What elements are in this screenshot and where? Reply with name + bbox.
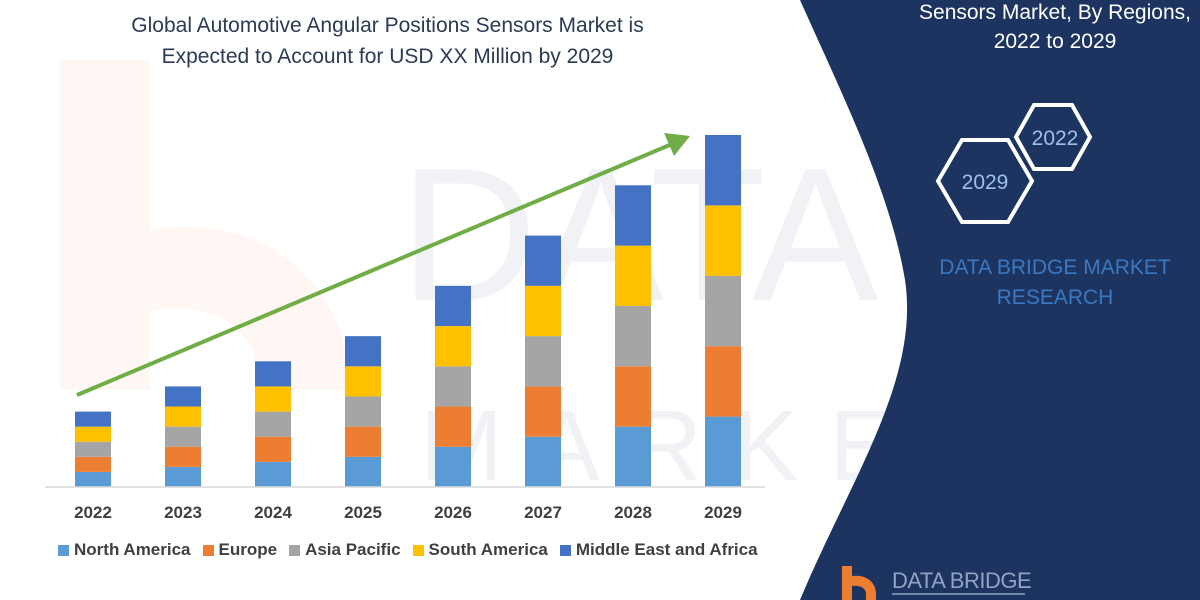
watermark-logo xyxy=(60,60,350,390)
bar-2028-middle-east-and-africa xyxy=(615,185,651,246)
chart-title: Global Automotive Angular Positions Sens… xyxy=(60,10,715,72)
bar-2022-north-america xyxy=(75,471,111,487)
bar-2027-middle-east-and-africa xyxy=(525,235,561,286)
hexagon-2029 xyxy=(935,138,1035,224)
bar-2026-south-america xyxy=(435,326,471,367)
bar-2029-middle-east-and-africa xyxy=(705,135,741,206)
brand-line-2: RESEARCH xyxy=(996,286,1114,309)
chart-title-line-1: Global Automotive Angular Positions Sens… xyxy=(131,14,644,37)
brand-line-1: DATA BRIDGE MARKET xyxy=(939,256,1171,279)
bar-2025-north-america xyxy=(345,456,381,487)
bar-2026-middle-east-and-africa xyxy=(435,285,471,327)
legend-label: Middle East and Africa xyxy=(575,540,758,559)
bar-2027-north-america xyxy=(525,436,561,487)
legend-label: South America xyxy=(428,540,548,559)
bar-2028-europe xyxy=(615,366,651,427)
bar-2024-north-america xyxy=(255,461,291,487)
brand-text: DATA BRIDGE MARKET RESEARCH xyxy=(910,253,1200,313)
bar-2022-asia-pacific xyxy=(75,441,111,457)
legend-item: Asia Pacific xyxy=(289,540,401,560)
bar-2026-north-america xyxy=(435,446,471,487)
legend-item: South America xyxy=(412,540,548,560)
logo-icon xyxy=(842,566,876,600)
side-panel xyxy=(800,0,1200,600)
bar-2029-asia-pacific xyxy=(705,275,741,347)
bar-2029-europe xyxy=(705,346,741,417)
x-tick-label: 2024 xyxy=(254,503,292,522)
logo-text: DATA BRIDGE xyxy=(892,568,1032,593)
side-title-line-1: Sensors Market, By Regions, xyxy=(919,1,1191,24)
bar-2022-middle-east-and-africa xyxy=(75,411,111,427)
legend-swatch xyxy=(58,544,69,556)
bar-2023-europe xyxy=(165,446,201,467)
side-panel-title: Sensors Market, By Regions, 2022 to 2029 xyxy=(900,0,1200,56)
bar-2025-europe xyxy=(345,426,381,457)
bar-2026-asia-pacific xyxy=(435,366,471,407)
side-title-line-2: 2022 to 2029 xyxy=(993,30,1117,53)
bar-2023-asia-pacific xyxy=(165,426,201,447)
bar-2023-north-america xyxy=(165,466,201,487)
x-tick-label: 2023 xyxy=(164,503,202,522)
legend: North America Europe Asia Pacific South Ame… xyxy=(58,540,758,560)
legend-swatch xyxy=(412,544,424,556)
x-tick-label: 2026 xyxy=(434,503,472,522)
trend-arrow-head xyxy=(664,133,690,156)
hexagon-2022 xyxy=(1013,103,1093,171)
legend-item: North America xyxy=(58,540,191,560)
legend-swatch xyxy=(559,544,571,556)
legend-item: Middle East and Africa xyxy=(559,540,758,560)
x-tick-labels: 2022 2023 2024 2025 2026 2027 2028 2029 xyxy=(74,503,742,522)
trend-arrow xyxy=(76,133,690,397)
bar-2022-europe xyxy=(75,456,111,472)
x-tick-label: 2028 xyxy=(614,503,652,522)
legend-swatch xyxy=(289,544,301,556)
bars-group xyxy=(75,135,741,487)
legend-label: Europe xyxy=(218,540,278,559)
hex-label-2022: 2022 xyxy=(1032,127,1079,150)
legend-label: North America xyxy=(74,540,191,559)
bar-2027-asia-pacific xyxy=(525,336,561,387)
bar-2023-middle-east-and-africa xyxy=(165,386,201,407)
bar-2028-south-america xyxy=(615,245,651,306)
bar-2029-north-america xyxy=(705,416,741,487)
x-tick-label: 2025 xyxy=(344,503,382,522)
bar-2026-europe xyxy=(435,406,471,447)
bar-2023-south-america xyxy=(165,406,201,427)
bar-2024-middle-east-and-africa xyxy=(255,361,291,387)
bar-2028-asia-pacific xyxy=(615,305,651,367)
legend-item: Europe xyxy=(202,540,278,560)
legend-label: Asia Pacific xyxy=(305,540,401,559)
bar-2027-europe xyxy=(525,386,561,437)
trend-arrow-line xyxy=(76,142,673,397)
legend-swatch xyxy=(202,544,214,556)
bar-2027-south-america xyxy=(525,285,561,337)
chart-title-line-2: Expected to Account for USD XX Million b… xyxy=(161,45,614,68)
x-tick-label: 2022 xyxy=(74,503,112,522)
bar-2028-north-america xyxy=(615,426,651,487)
bar-2025-asia-pacific xyxy=(345,396,381,427)
x-tick-label: 2029 xyxy=(704,503,742,522)
bar-2025-middle-east-and-africa xyxy=(345,336,381,367)
bar-2029-south-america xyxy=(705,205,741,276)
bar-2022-south-america xyxy=(75,426,111,442)
x-tick-label: 2027 xyxy=(524,503,562,522)
bar-2024-europe xyxy=(255,436,291,462)
bar-2024-south-america xyxy=(255,386,291,412)
bar-2025-south-america xyxy=(345,366,381,397)
bar-2024-asia-pacific xyxy=(255,411,291,437)
hex-label-2029: 2029 xyxy=(962,171,1009,194)
